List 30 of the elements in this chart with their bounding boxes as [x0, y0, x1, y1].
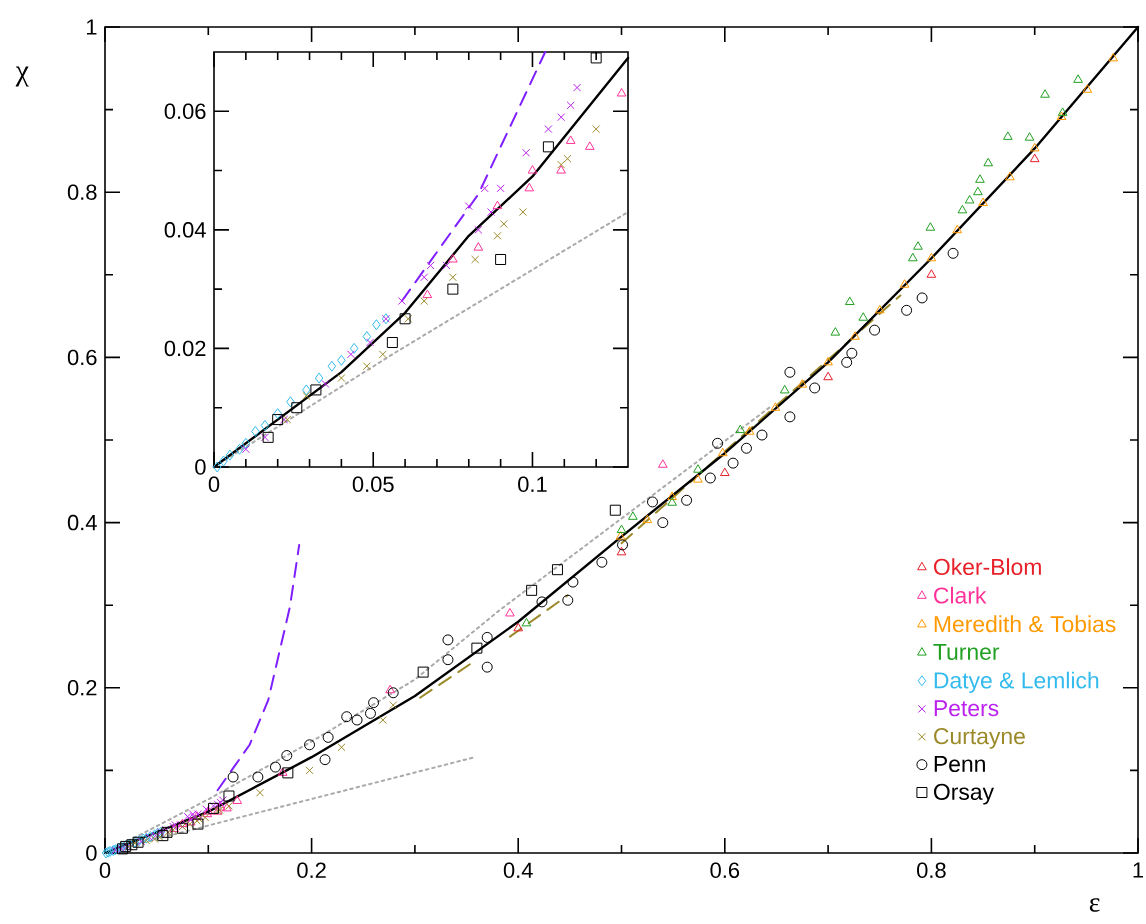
x-tick-label: 0 [208, 476, 220, 493]
x-tick-label: 0 [99, 862, 111, 879]
y-axis-title: χ [15, 66, 29, 87]
y-tick-label: 0.4 [67, 514, 97, 531]
x-tick-label: 0.1 [518, 476, 547, 493]
x-tick-label: 0.05 [352, 476, 394, 493]
x-tick-label: 0.4 [503, 862, 533, 879]
y-tick-label: 0 [195, 459, 206, 475]
y-tick-label: 0.02 [164, 340, 206, 357]
legend-label: Peters [934, 700, 999, 717]
y-tick-label: 0.6 [67, 349, 97, 366]
y-tick-label: 1 [86, 19, 97, 35]
legend-label: Turner [933, 643, 1000, 660]
legend-label: Penn [934, 756, 985, 772]
x-axis-title: ε [1089, 898, 1100, 912]
x-tick-label: 1 [1133, 862, 1144, 878]
legend-label: Meredith & Tobias [934, 615, 1116, 633]
y-tick-label: 0 [86, 845, 97, 861]
y-tick-label: 0.06 [164, 103, 206, 120]
legend-label: Curtayne [934, 728, 1025, 749]
legend-label: Orsay [933, 783, 994, 805]
legend-label: Oker-Blom [933, 558, 1041, 576]
x-tick-label: 0.6 [710, 862, 740, 879]
y-tick-label: 0.8 [67, 184, 97, 200]
y-tick-label: 0.04 [164, 222, 206, 238]
legend-label: Datye & Lemlich [934, 671, 1099, 694]
x-tick-label: 0.2 [297, 862, 326, 879]
legend-label: Clark [934, 586, 987, 604]
y-tick-label: 0.2 [67, 680, 97, 696]
x-tick-label: 0.8 [917, 862, 946, 879]
